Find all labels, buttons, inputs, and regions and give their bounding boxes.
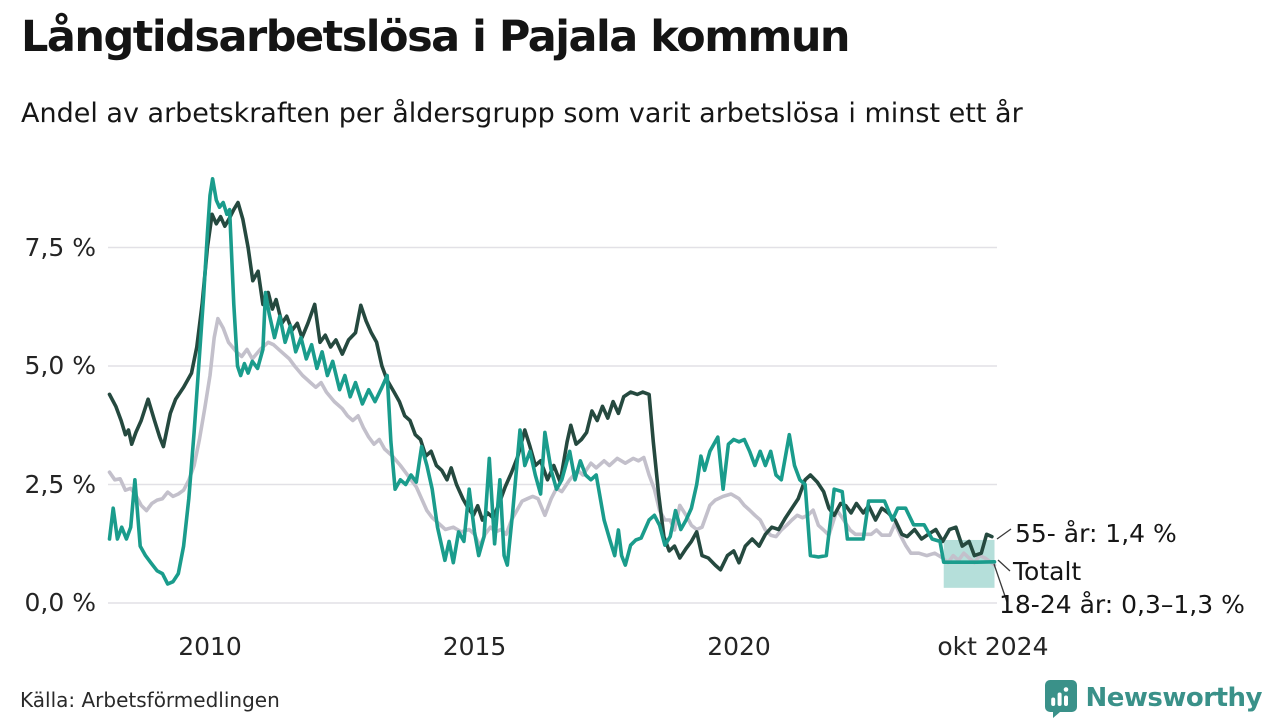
annotation-55-ar: 55- år: 1,4 %: [1015, 519, 1177, 548]
chart-subtitle: Andel av arbetskraften per åldersgrupp s…: [21, 98, 1023, 129]
x-tick-label: okt 2024: [937, 632, 1049, 661]
logo-dot: [1063, 687, 1068, 692]
logo-bar-2: [1057, 692, 1062, 706]
y-tick-label: 7,5 %: [24, 232, 96, 262]
x-tick-label: 2010: [178, 632, 242, 661]
newsworthy-logo-icon: [1044, 680, 1077, 718]
annotation-totalt: Totalt: [1013, 557, 1082, 586]
source-note: Källa: Arbetsförmedlingen: [20, 688, 280, 712]
newsworthy-logo: Newsworthy: [1043, 678, 1263, 718]
y-tick-label: 2,5 %: [24, 469, 96, 499]
y-tick-label: 0,0 %: [24, 588, 96, 617]
brand-name: Newsworthy: [1085, 683, 1263, 713]
page-title: Långtidsarbetslösa i Pajala kommun: [21, 12, 851, 62]
y-tick-label: 5,0 %: [24, 351, 96, 380]
x-tick-label: 2020: [707, 632, 771, 661]
x-tick-label: 2015: [442, 632, 507, 661]
logo-bar-3: [1063, 695, 1068, 706]
logo-bar-1: [1050, 697, 1055, 706]
annotation-18-24-ar: 18-24 år: 0,3–1,3 %: [999, 590, 1245, 619]
